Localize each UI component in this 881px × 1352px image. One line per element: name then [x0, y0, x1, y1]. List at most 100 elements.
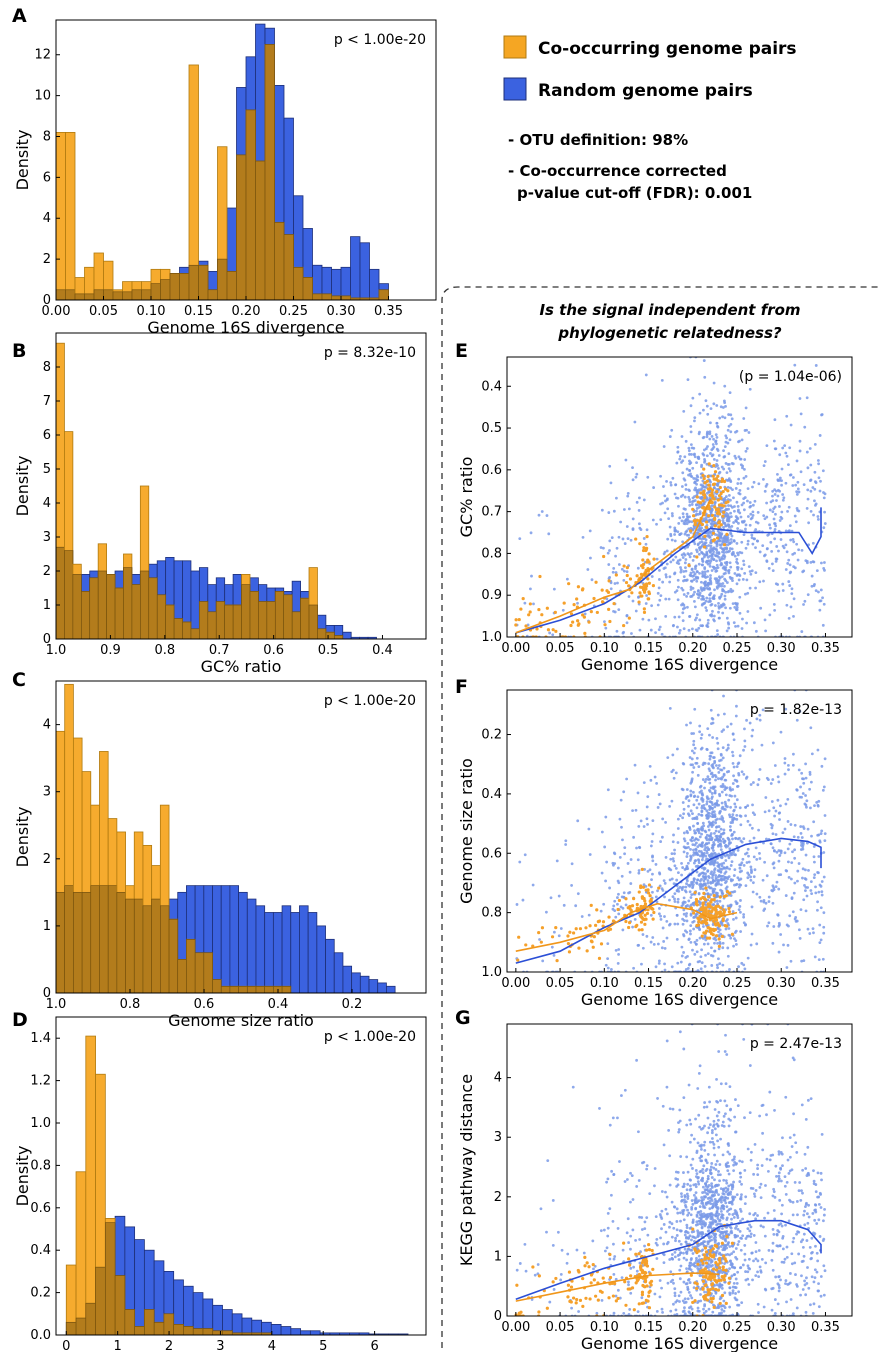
point-random-f: [723, 800, 727, 804]
point-co-occurring-e: [637, 600, 641, 604]
point-random-e: [814, 589, 818, 593]
y-tick-label-b: 4: [43, 496, 51, 511]
point-random-f: [605, 860, 609, 864]
point-random-e: [626, 491, 630, 495]
point-random-e: [807, 521, 811, 525]
point-random-e: [781, 498, 785, 502]
point-random-e: [716, 425, 720, 429]
point-random-e: [721, 415, 724, 419]
point-random-e: [700, 465, 703, 469]
point-random-e: [529, 587, 532, 591]
point-random-f: [718, 835, 722, 839]
point-random-e: [736, 551, 739, 555]
point-random-f: [783, 851, 787, 855]
point-random-f: [710, 795, 714, 799]
point-random-f: [771, 778, 775, 781]
point-random-f: [743, 745, 747, 748]
point-random-f: [665, 936, 669, 940]
point-random-f: [722, 831, 726, 835]
point-co-occurring-f: [706, 902, 710, 906]
point-random-f: [711, 876, 714, 880]
point-random-e: [791, 552, 795, 556]
point-random-f: [717, 957, 720, 961]
point-random-e: [761, 544, 765, 548]
point-random-e: [683, 578, 687, 582]
point-random-g: [686, 1197, 690, 1200]
point-random-f: [721, 746, 725, 750]
point-co-occurring-f: [719, 906, 723, 910]
point-random-f: [694, 841, 698, 845]
point-random-e: [775, 545, 779, 548]
point-random-f: [650, 840, 654, 843]
point-random-f: [706, 797, 709, 800]
point-random-f: [744, 923, 747, 927]
bar-overlap-d: [114, 1275, 126, 1335]
bar-overlap-b: [199, 601, 209, 639]
point-random-g: [803, 1279, 806, 1283]
point-random-e: [530, 574, 533, 578]
point-random-f: [818, 923, 822, 927]
point-random-e: [711, 443, 715, 446]
point-random-e: [667, 597, 671, 601]
point-co-occurring-e: [716, 498, 720, 502]
point-random-e: [561, 608, 565, 612]
point-random-e: [763, 460, 767, 463]
point-random-e: [727, 622, 731, 626]
point-random-e: [723, 594, 727, 598]
point-random-f: [748, 823, 752, 827]
point-random-e: [655, 522, 658, 526]
point-random-f: [704, 777, 708, 781]
point-random-e: [717, 604, 721, 608]
y-tick-label-b: 8: [43, 360, 51, 375]
point-random-f: [631, 925, 634, 929]
point-random-f: [771, 862, 775, 866]
point-random-e: [668, 580, 672, 584]
point-random-e: [787, 558, 791, 562]
point-random-f: [719, 883, 723, 887]
point-random-e: [744, 527, 747, 531]
point-random-f: [810, 892, 814, 896]
point-random-f: [786, 798, 790, 801]
point-co-occurring-f: [720, 934, 724, 939]
point-co-occurring-e: [722, 543, 727, 547]
point-random-e: [762, 514, 766, 518]
point-co-occurring-e: [699, 491, 703, 495]
point-random-e: [695, 548, 698, 552]
point-random-f: [580, 915, 584, 918]
point-random-e: [778, 519, 782, 522]
point-random-e: [647, 618, 651, 622]
y-tick-label-e: 0.4: [481, 379, 502, 394]
point-random-e: [691, 586, 695, 590]
point-random-e: [696, 576, 700, 579]
point-random-e: [743, 496, 747, 499]
point-random-e: [744, 474, 748, 478]
charts-layer: 0.00 0.05 0.10 0.15 0.20 0.25 0.30 0.3502468101…: [13, 19, 853, 1352]
point-random-f: [621, 928, 625, 932]
point-random-f: [693, 952, 697, 956]
point-co-occurring-e: [519, 607, 523, 611]
point-random-e: [699, 529, 702, 533]
point-random-f: [692, 916, 696, 919]
point-random-e: [817, 590, 820, 594]
point-random-f: [703, 964, 707, 968]
y-axis-label-c: Density: [13, 807, 32, 868]
point-random-f: [719, 827, 723, 831]
point-random-g: [747, 1257, 751, 1261]
point-random-e: [734, 487, 738, 490]
point-random-f: [700, 746, 704, 750]
point-random-e: [673, 539, 677, 543]
point-random-e: [670, 538, 674, 542]
point-random-f: [691, 836, 694, 840]
point-random-f: [570, 884, 573, 887]
point-co-occurring-f: [643, 902, 648, 906]
point-random-f: [715, 825, 719, 829]
point-random-f: [717, 880, 720, 884]
bar-overlap-a: [93, 289, 104, 300]
point-random-f: [762, 909, 766, 912]
point-co-occurring-f: [718, 895, 722, 899]
point-random-f: [784, 894, 788, 897]
point-random-g: [643, 1244, 646, 1248]
point-random-e: [611, 570, 615, 574]
point-random-f: [736, 848, 740, 852]
point-random-g: [735, 1193, 739, 1197]
